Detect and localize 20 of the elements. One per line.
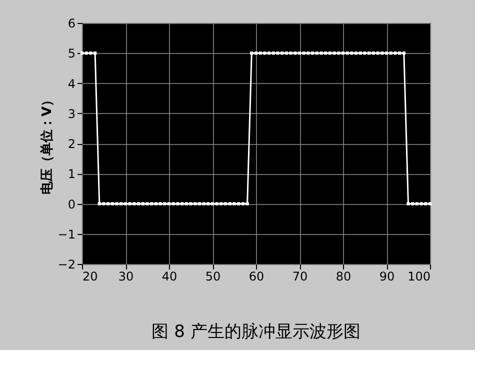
x-tick-label: 90 (379, 270, 395, 284)
y-tick-label: 6 (68, 16, 76, 30)
y-tick-label: −1 (58, 227, 76, 242)
y-tick-label: 5 (68, 46, 76, 61)
caption: 图 8 产生的脉冲显示波形图 (152, 322, 360, 342)
y-tick-label: −2 (58, 258, 76, 272)
x-tick-label: 30 (118, 270, 134, 284)
x-tick-label: 20 (82, 270, 98, 284)
y-tick-label: 2 (68, 137, 76, 151)
x-tick-label: 50 (205, 270, 221, 284)
y-axis-title: 电压（单位：V） (38, 93, 55, 195)
y-tick-label: 3 (68, 106, 76, 121)
y-tick-label: 0 (68, 197, 76, 212)
x-tick-label: 80 (336, 270, 352, 284)
y-tick-label: 1 (68, 167, 76, 182)
x-tick-label: 100 (408, 270, 430, 284)
y-tick-label: 4 (68, 76, 76, 91)
x-tick-label: 60 (248, 270, 264, 284)
x-tick-label: 70 (292, 270, 308, 284)
x-tick-label: 40 (162, 270, 178, 284)
